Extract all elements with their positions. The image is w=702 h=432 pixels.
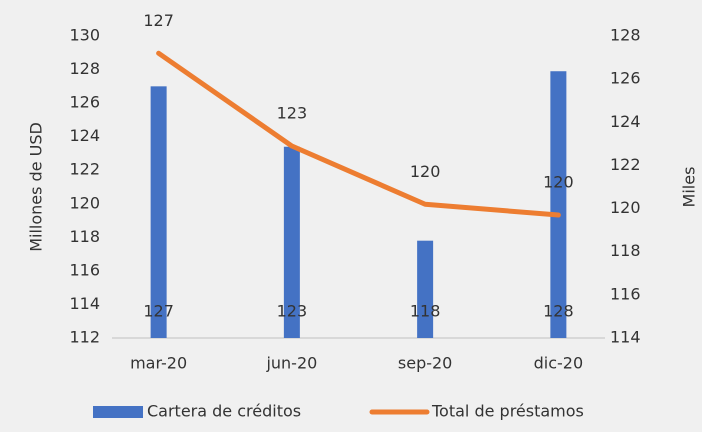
y2-tick-label: 122 [610,155,641,174]
y2-tick-label: 126 [610,69,641,88]
legend-label: Total de préstamos [431,402,584,421]
bar [283,146,300,338]
y2-tick-label: 120 [610,198,641,217]
x-tick-label: sep-20 [398,354,452,373]
y2-tick-label: 118 [610,241,641,260]
y2-tick-label: 114 [610,328,641,347]
x-tick-label: jun-20 [265,354,317,373]
bar [150,86,167,338]
y-tick-label: 124 [69,126,100,145]
y-tick-label: 130 [69,26,100,45]
y-axis-label: Millones de USD [27,122,46,252]
x-tick-label: dic-20 [534,354,584,373]
y2-tick-label: 128 [610,26,641,45]
data-label: 120 [410,162,441,181]
data-label: 128 [543,302,574,321]
y-tick-label: 114 [69,294,100,313]
y-tick-label: 126 [69,93,100,112]
y-tick-label: 116 [69,260,100,279]
bar [550,71,567,338]
line [156,50,561,218]
x-tick-label: mar-20 [130,354,187,373]
y-tick-label: 122 [69,160,100,179]
y2-tick-label: 116 [610,284,641,303]
y2-tick-label: 124 [610,112,641,131]
data-label: 123 [277,104,308,123]
bar [417,240,434,338]
data-label: 123 [277,302,308,321]
legend-swatch [93,406,143,418]
legend-label: Cartera de créditos [147,402,301,421]
data-label: 120 [543,173,574,192]
y-tick-label: 120 [69,193,100,212]
y-tick-label: 118 [69,227,100,246]
y-tick-label: 112 [69,328,100,347]
data-label: 127 [143,11,174,30]
y-tick-label: 128 [69,59,100,78]
data-label: 118 [410,302,441,321]
data-label: 127 [143,302,174,321]
y2-axis-label: Miles [680,167,699,208]
